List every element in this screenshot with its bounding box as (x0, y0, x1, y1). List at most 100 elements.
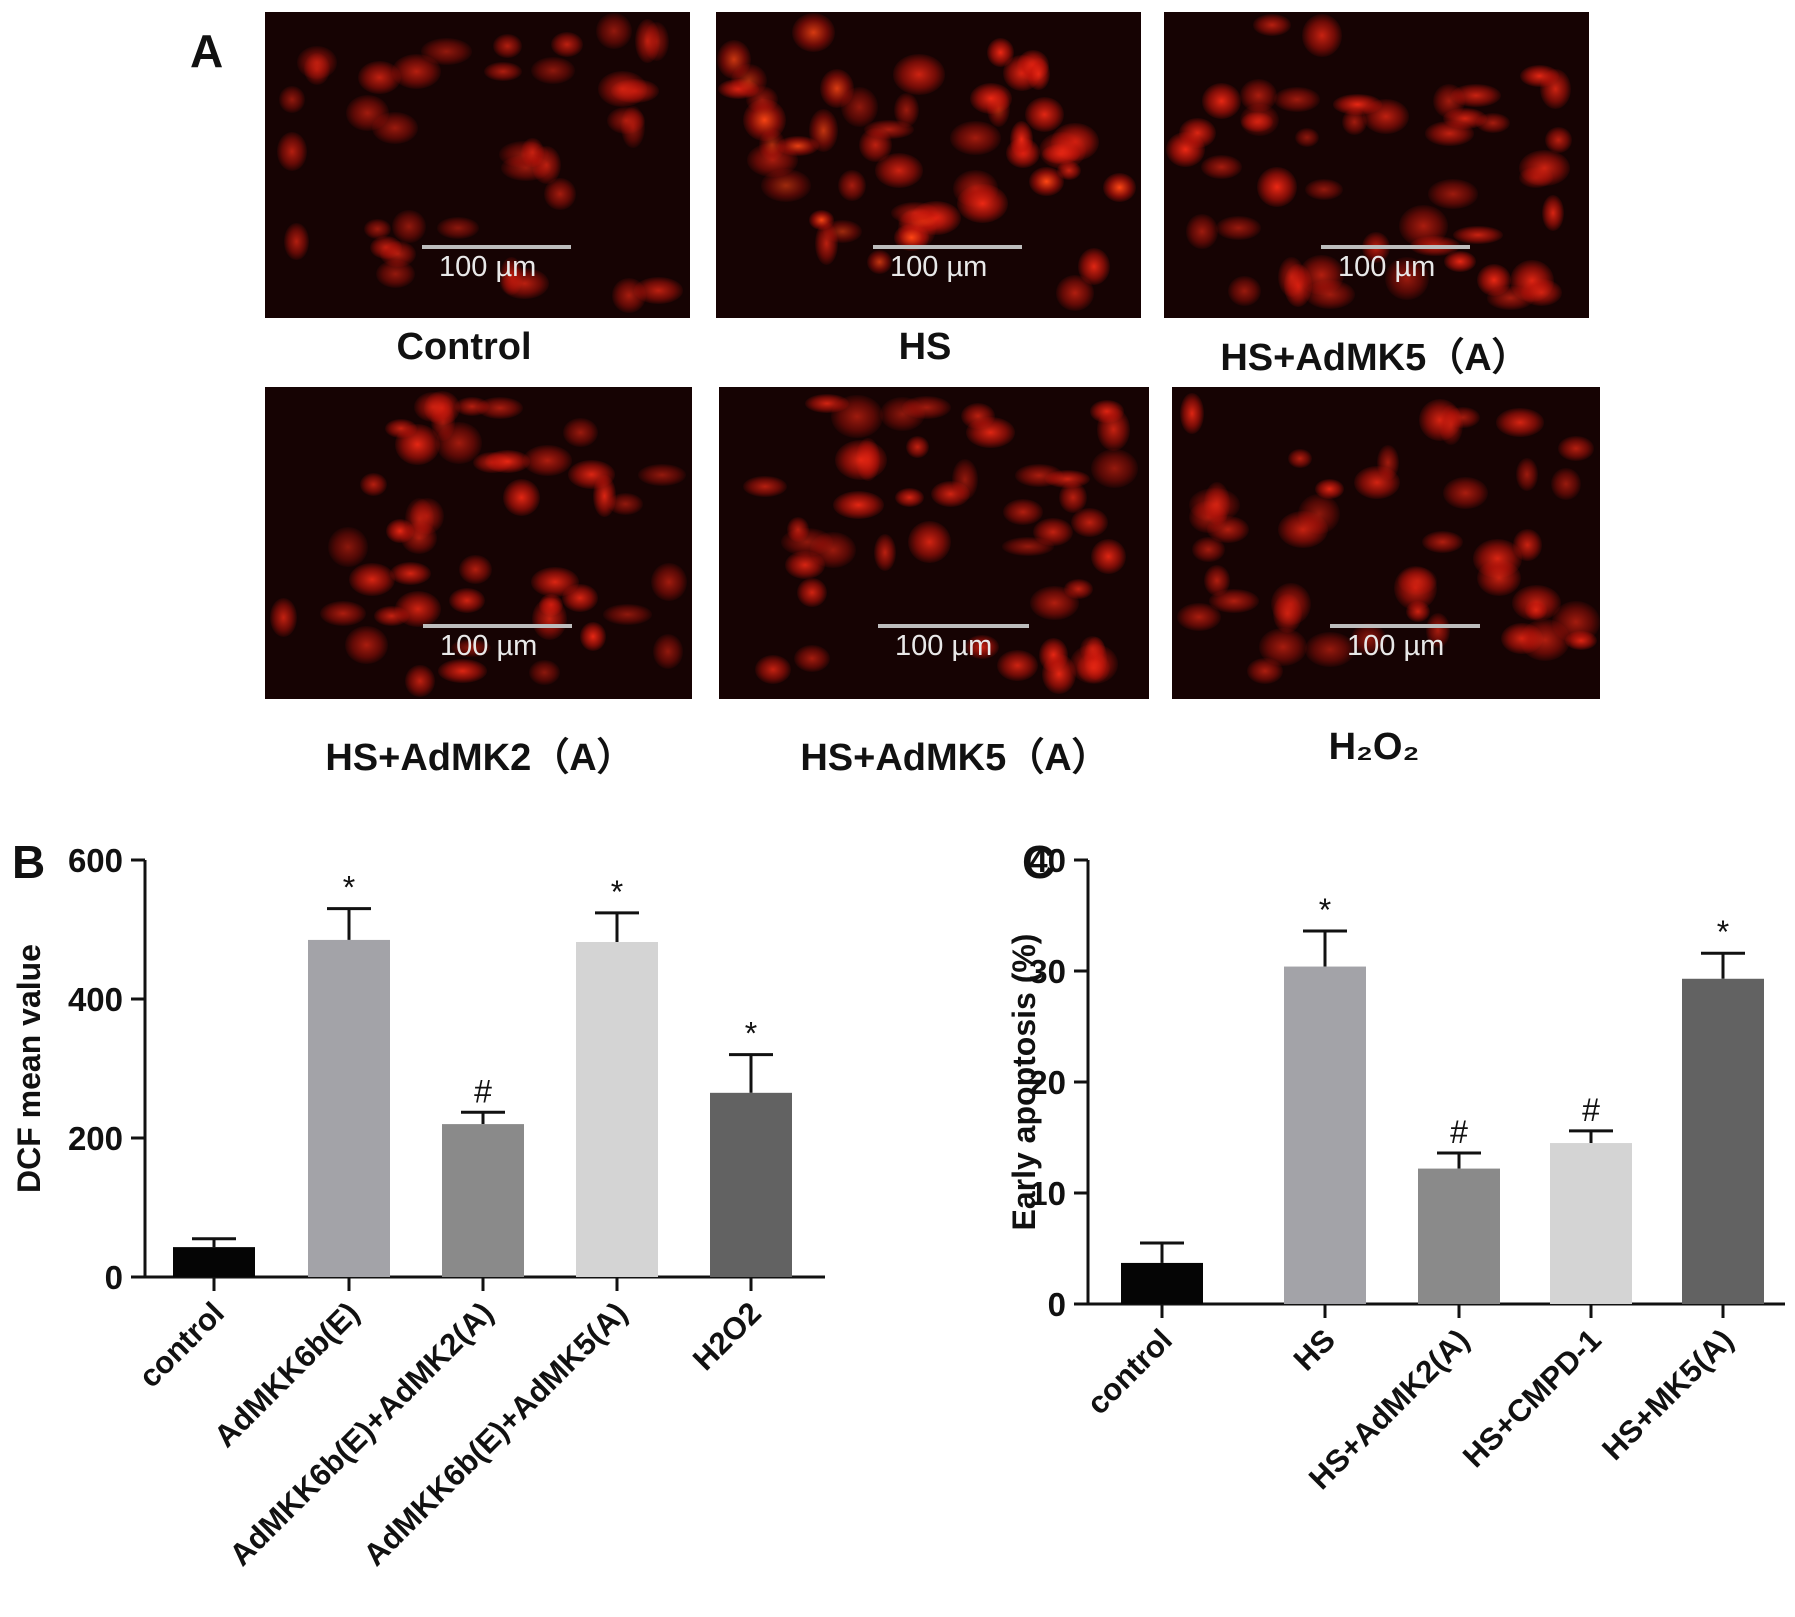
cell-spot (634, 18, 661, 63)
cell-spot (484, 61, 523, 82)
micrograph-label: HS+AdMK5（A） (1220, 337, 1530, 379)
cell-spot (1486, 286, 1535, 310)
cell-spot (455, 397, 490, 416)
cell-spot (1096, 408, 1131, 451)
scale-bar-label: 100 µm (440, 630, 538, 662)
cell-spot (499, 267, 549, 300)
cell-spot (611, 278, 646, 313)
bar (308, 939, 390, 1277)
cell-spot (1495, 408, 1545, 437)
cell-spot (1305, 178, 1343, 200)
cell-spot (390, 561, 432, 585)
y-axis-label: DCF mean value (11, 944, 47, 1193)
x-tick-label: HS+MK5(A) (1595, 1322, 1740, 1467)
cell-spot (996, 650, 1038, 682)
significance-mark: * (1319, 892, 1331, 928)
cell-spot (905, 435, 929, 458)
cell-spot (1185, 214, 1218, 249)
cell-spot (278, 86, 306, 114)
scale-bar (422, 245, 571, 249)
scale-bar (1330, 624, 1480, 628)
cell-spot (969, 82, 1013, 114)
cell-spot (1253, 14, 1291, 36)
cell-spot (1512, 529, 1542, 561)
cell-spot (1298, 254, 1344, 296)
significance-mark: * (1717, 914, 1729, 950)
cell-spot (1425, 613, 1451, 649)
cell-spot (907, 521, 951, 564)
cell-spot (1443, 251, 1477, 272)
cell-spot (401, 522, 438, 554)
cell-spot (1351, 623, 1387, 656)
scale-bar (878, 624, 1029, 628)
cell-spot (284, 223, 309, 260)
cell-spot (395, 424, 441, 466)
cell-spot (269, 597, 298, 637)
cell-spot (563, 417, 598, 448)
significance-mark: * (745, 1016, 757, 1052)
cell-spot (1247, 658, 1283, 684)
cell-spot (791, 12, 836, 53)
cell-spot (1451, 84, 1501, 108)
cell-spot (1302, 13, 1343, 57)
cell-spot (528, 660, 561, 686)
scale-bar-label: 100 µm (439, 251, 537, 283)
bar (576, 942, 658, 1277)
cell-spot (1215, 216, 1261, 240)
significance-mark: # (1450, 1114, 1468, 1150)
cell-spot (297, 46, 338, 79)
cell-spot (1239, 103, 1279, 137)
cell-spot (531, 56, 576, 84)
significance-mark: * (611, 874, 623, 910)
cell-spot (451, 638, 491, 657)
cell-spot (1552, 601, 1600, 643)
cell-spot (1003, 499, 1043, 526)
y-tick-label: 0 (105, 1259, 123, 1296)
cell-spot (1542, 194, 1565, 232)
cell-spot (949, 120, 1001, 155)
x-tick-label: HS (1287, 1322, 1342, 1377)
cell-spot (1427, 179, 1479, 210)
y-tick-label: 30 (1029, 953, 1066, 990)
cell-spot (1545, 126, 1573, 154)
cell-spot (797, 577, 828, 607)
cell-spot (1333, 94, 1383, 115)
bar (1284, 966, 1366, 1304)
cell-spot (598, 71, 648, 107)
bar (710, 1092, 792, 1277)
x-tick-label: control (1080, 1322, 1179, 1421)
cell-spot (459, 554, 493, 585)
cell-spot (607, 492, 643, 515)
cell-spot (276, 132, 308, 171)
cell-spot (1453, 225, 1504, 245)
cell-spot (1438, 404, 1463, 445)
cell-spot (372, 111, 419, 144)
micrograph-4: 100 µm (265, 387, 692, 699)
cell-spot (956, 184, 1008, 224)
cell-spot (874, 534, 897, 571)
cell-spot (1200, 154, 1242, 179)
y-tick-label: 400 (68, 981, 123, 1018)
bar (173, 1247, 255, 1277)
cell-spot (1201, 83, 1242, 119)
cell-spot (1475, 113, 1511, 134)
cell-spot (1385, 256, 1430, 300)
micrograph-1: 100 µm (265, 12, 690, 318)
cell-spot (1024, 97, 1064, 133)
cell-spot (551, 32, 583, 58)
bar (1682, 978, 1764, 1304)
cell-spot (379, 241, 416, 268)
micrograph-label: H₂O₂ (1328, 726, 1420, 768)
cell-spot (745, 85, 778, 113)
cell-spot (787, 517, 810, 542)
y-tick-label: 10 (1029, 1175, 1066, 1212)
cell-spot (891, 202, 940, 225)
bar (442, 1124, 524, 1277)
cell-spot (1033, 517, 1073, 546)
cell-spot (319, 600, 366, 627)
cell-spot (1520, 64, 1559, 87)
micrograph-3: 100 µm (1164, 12, 1589, 318)
cell-spot (804, 393, 849, 413)
scale-bar-label: 100 µm (890, 251, 988, 283)
